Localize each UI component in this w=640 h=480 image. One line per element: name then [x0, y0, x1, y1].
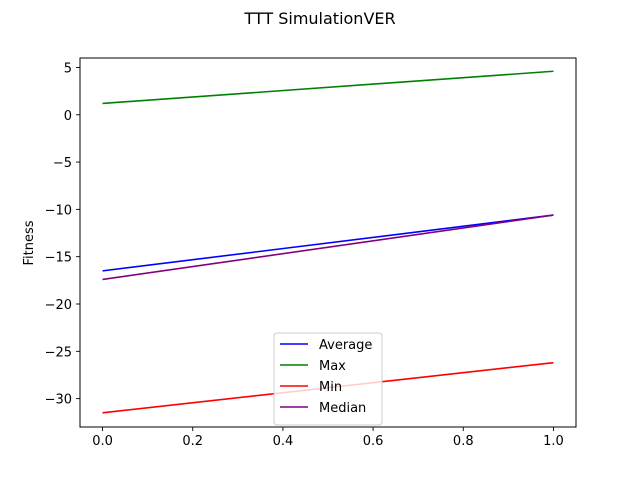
series-line-median [102, 214, 554, 281]
x-tick-label: 0.6 [363, 434, 384, 449]
y-axis-label: Fitness [22, 220, 37, 265]
chart-title: TTT SimulationVER [243, 9, 395, 28]
y-tick-label: 5 [64, 61, 72, 76]
legend: Average Max Min Median [273, 332, 383, 426]
y-tick-label: −5 [53, 156, 72, 171]
x-tick-label: 0.8 [453, 434, 474, 449]
legend-label-average: Average [319, 338, 372, 353]
legend-label-max: Max [319, 359, 346, 374]
x-axis: 0.0 0.2 0.4 0.6 0.8 1.0 [92, 427, 564, 449]
x-tick-label: 0.0 [92, 434, 113, 449]
y-tick-label: 0 [64, 109, 72, 124]
y-tick-label: −25 [45, 345, 72, 360]
y-tick-label: −20 [45, 298, 72, 313]
x-tick-label: 0.4 [273, 434, 294, 449]
legend-label-median: Median [319, 401, 366, 416]
legend-label-min: Min [319, 380, 342, 395]
legend-box [273, 332, 383, 426]
plot-frame [79, 57, 577, 428]
y-tick-label: −10 [45, 203, 72, 218]
y-axis: 5 0 −5 −10 −15 −20 −25 −30 [45, 61, 80, 408]
series-line-max [102, 70, 554, 105]
y-tick-label: −30 [45, 393, 72, 408]
x-tick-label: 0.2 [182, 434, 203, 449]
y-tick-label: −15 [45, 251, 72, 266]
x-tick-label: 1.0 [543, 434, 564, 449]
series-line-average [102, 214, 554, 272]
